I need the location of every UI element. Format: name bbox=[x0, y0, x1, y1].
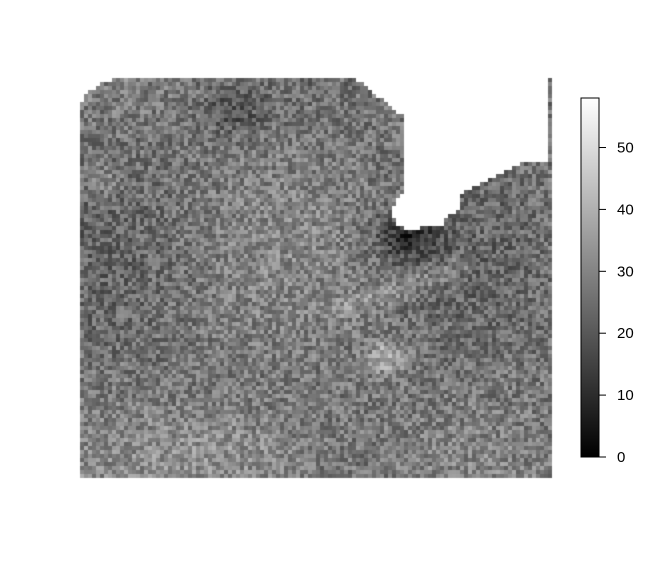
colorbar-tick-label: 20 bbox=[617, 325, 634, 342]
colorbar-tick-label: 30 bbox=[617, 263, 634, 280]
colorbar bbox=[580, 97, 600, 458]
colorbar-tick-label: 40 bbox=[617, 201, 634, 218]
colorbar-ticks: 0 10 20 30 40 50 bbox=[599, 140, 634, 466]
colorbar-tick-label: 0 bbox=[617, 449, 625, 466]
colorbar-tick-label: 10 bbox=[617, 387, 634, 404]
colorbar-tick-label: 50 bbox=[617, 140, 634, 157]
